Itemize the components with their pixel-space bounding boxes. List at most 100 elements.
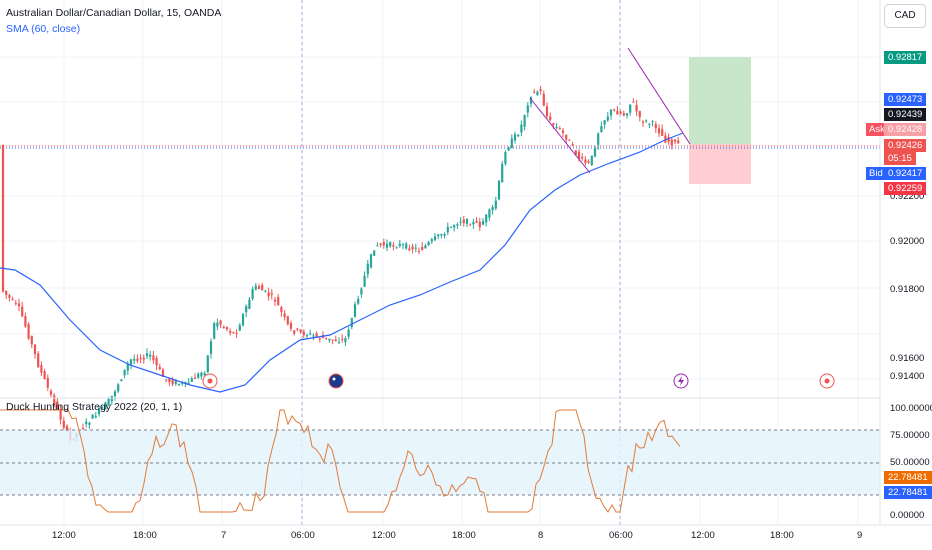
canada-flag-icon[interactable]	[819, 373, 835, 389]
candle-body	[430, 239, 433, 242]
candle-body	[273, 299, 277, 302]
candle-body	[245, 306, 248, 313]
stop-loss-zone[interactable]	[689, 144, 751, 184]
bid-label: Bid	[866, 167, 886, 180]
candle-body	[190, 378, 193, 382]
candle-body	[465, 218, 469, 224]
candle-body	[37, 353, 40, 367]
indicator-tick: 100.00000	[890, 403, 932, 414]
candle-body	[401, 244, 405, 246]
candle-body	[353, 304, 357, 317]
candle-body	[113, 391, 117, 397]
candle-body	[437, 234, 440, 237]
candle-body	[392, 245, 395, 247]
candle-body	[616, 110, 619, 115]
candle-body	[181, 382, 184, 384]
candle-body	[494, 200, 497, 209]
candle-body	[229, 330, 232, 333]
price-tick: 0.92000	[890, 236, 925, 247]
candle-body	[417, 250, 421, 252]
candle-body	[677, 140, 680, 144]
candle-body	[590, 155, 593, 166]
candle-body	[299, 329, 302, 332]
candle-body	[11, 299, 14, 301]
candle-body	[350, 318, 353, 328]
candle-body	[213, 323, 216, 339]
candle-body	[174, 380, 177, 384]
time-tick: 18:00	[133, 530, 157, 541]
candle-body	[325, 337, 328, 339]
symbol-title[interactable]: Australian Dollar/Canadian Dollar, 15, O…	[6, 7, 222, 19]
australia-flag-icon[interactable]	[328, 373, 344, 389]
close-price-badge: 0.92426	[884, 139, 927, 152]
candle-body	[408, 248, 411, 251]
candle-body	[197, 373, 200, 378]
time-tick: 06:00	[291, 530, 315, 541]
time-tick: 8	[538, 530, 544, 541]
candle-body	[613, 109, 616, 111]
candle-body	[30, 336, 33, 345]
candle-body	[360, 288, 363, 295]
currency-button[interactable]: CAD	[884, 4, 926, 28]
candle-body	[651, 121, 654, 123]
lightning-icon[interactable]	[673, 373, 689, 389]
candle-body	[120, 379, 123, 382]
candle-body	[267, 292, 270, 297]
candle-body	[411, 246, 414, 250]
candle-body	[654, 124, 657, 129]
candle-body	[219, 320, 222, 325]
candle-body	[673, 139, 677, 142]
candle-body	[168, 378, 171, 383]
candle-body	[545, 106, 549, 117]
candle-body	[171, 379, 174, 385]
candle-body	[462, 219, 465, 224]
time-tick: 18:00	[770, 530, 794, 541]
candle-body	[149, 354, 152, 357]
candle-body	[264, 290, 267, 292]
take-profit-zone[interactable]	[689, 57, 751, 144]
candle-body	[520, 124, 523, 133]
candle-body	[670, 139, 673, 146]
candle-body	[481, 221, 485, 225]
candle-body	[443, 234, 446, 236]
candle-body	[491, 207, 494, 211]
candle-body	[40, 365, 43, 373]
candle-body	[379, 243, 382, 245]
candle-body	[645, 120, 648, 122]
candle-body	[27, 324, 30, 339]
candle-body	[101, 406, 104, 409]
candle-body	[1, 144, 5, 292]
candle-body	[302, 331, 305, 336]
candle-body	[110, 395, 113, 402]
candle-body	[59, 409, 62, 420]
candle-body	[552, 123, 555, 125]
candle-body	[625, 113, 629, 116]
candle-body	[107, 398, 110, 406]
candle-body	[501, 164, 504, 183]
trendline-1[interactable]	[529, 97, 591, 174]
candle-body	[24, 316, 27, 327]
trendline-2[interactable]	[627, 47, 691, 145]
candle-body	[235, 333, 238, 335]
canada-flag-icon[interactable]	[202, 373, 218, 389]
candle-body	[488, 209, 491, 218]
sma-legend[interactable]: SMA (60, close)	[6, 23, 81, 35]
candle-body	[485, 214, 488, 223]
candle-body	[369, 254, 373, 268]
candle-body	[337, 341, 341, 343]
candle-body	[504, 152, 507, 164]
candle-body	[648, 123, 651, 125]
candle-body	[187, 382, 190, 385]
candle-body	[565, 134, 568, 140]
candle-body	[584, 159, 587, 163]
candle-body	[433, 236, 437, 241]
candle-body	[405, 243, 408, 249]
candle-body	[638, 111, 641, 117]
candle-body	[177, 383, 181, 386]
candle-body	[539, 89, 542, 92]
indicator-legend[interactable]: Duck Hunting Strategy 2022 (20, 1, 1)	[6, 401, 183, 413]
candle-body	[667, 137, 670, 142]
candle-body	[549, 116, 552, 121]
candle-body	[619, 111, 622, 114]
